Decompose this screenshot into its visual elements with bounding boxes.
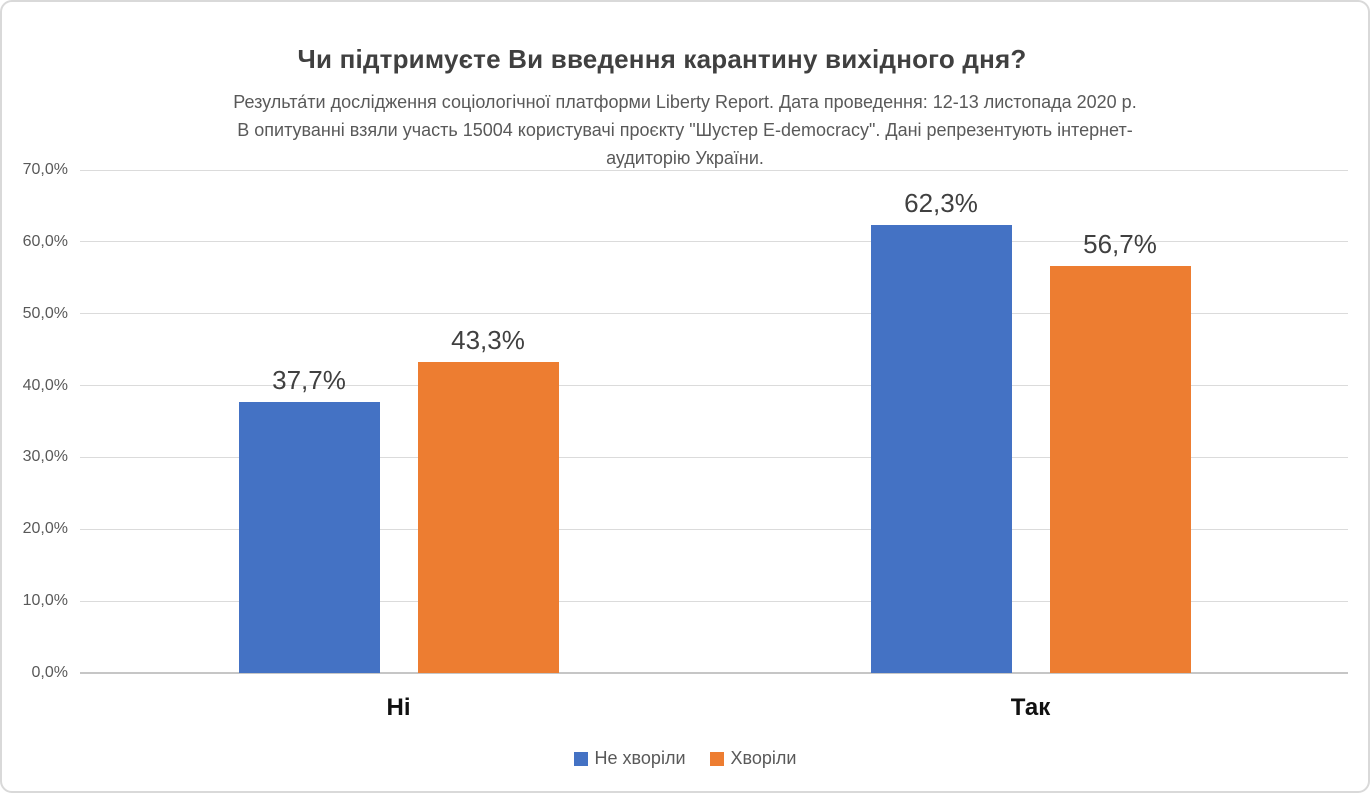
legend-swatch-icon xyxy=(709,751,724,766)
gridline xyxy=(80,456,1348,458)
legend: Не хворіли Хворіли xyxy=(2,748,1368,769)
category-label: Так xyxy=(1010,694,1051,721)
legend-label: Не хворіли xyxy=(594,748,686,768)
gridline xyxy=(80,385,1348,387)
y-axis-tick-label: 60,0% xyxy=(22,232,68,250)
gridline xyxy=(80,313,1348,315)
chart-subtitle-line: В опитуванні взяли участь 15004 користув… xyxy=(237,120,1133,140)
y-axis-tick-label: 20,0% xyxy=(22,520,68,538)
bar-value-label: 56,7% xyxy=(1083,228,1157,259)
bar-value-label: 43,3% xyxy=(451,324,525,355)
y-axis-tick-label: 70,0% xyxy=(22,161,68,178)
gridline xyxy=(80,241,1348,243)
gridline xyxy=(80,600,1348,602)
bar-Ні-2 xyxy=(417,361,559,673)
y-axis-tick-label: 10,0% xyxy=(22,592,68,610)
bar-Так-1 xyxy=(870,225,1012,673)
bar-value-label: 37,7% xyxy=(272,365,346,396)
bar-Ні-1 xyxy=(238,402,380,673)
chart-subtitle-line: аудиторію України. xyxy=(606,148,764,168)
legend-label: Хворіли xyxy=(730,748,797,768)
legend-item: Хворіли xyxy=(709,748,797,769)
y-axis-tick-label: 40,0% xyxy=(22,376,68,394)
chart-subtitle: Результа́ти дослідження соціологічної пл… xyxy=(2,88,1368,172)
gridline xyxy=(80,169,1348,171)
bar-Так-2 xyxy=(1049,265,1191,673)
x-axis-line xyxy=(80,672,1348,674)
y-axis-tick-label: 0,0% xyxy=(31,664,68,681)
legend-swatch-icon xyxy=(573,751,588,766)
category-label: Ні xyxy=(386,694,411,721)
chart-title: Чи підтримуєте Ви введення карантину вих… xyxy=(297,44,1027,74)
chart-subtitle-line: Результа́ти дослідження соціологічної пл… xyxy=(233,92,1137,112)
gridline xyxy=(80,528,1348,530)
legend-item: Не хворіли xyxy=(573,748,686,769)
bar-value-label: 62,3% xyxy=(904,188,978,219)
y-axis-tick-label: 50,0% xyxy=(22,304,68,322)
y-axis-tick-label: 30,0% xyxy=(22,448,68,466)
